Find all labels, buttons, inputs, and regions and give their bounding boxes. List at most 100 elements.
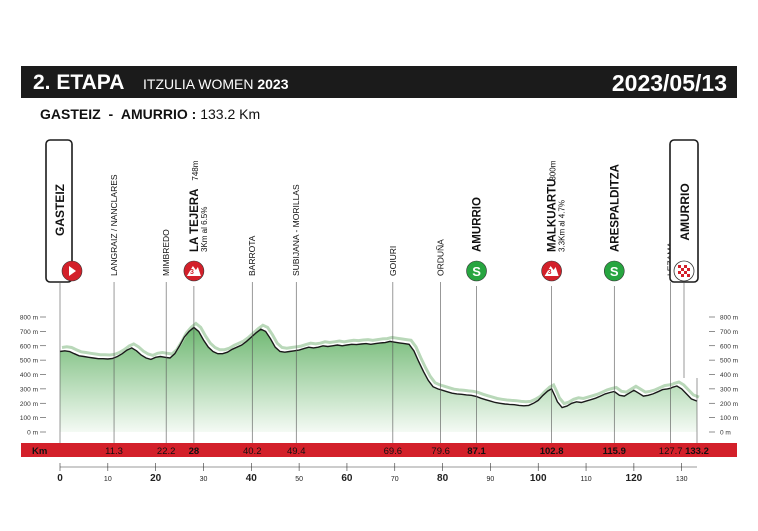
flag-square: [684, 265, 687, 268]
sprint-icon-letter: S: [472, 264, 481, 279]
x-tick-label: 100: [530, 473, 547, 484]
x-tick-label: 50: [295, 476, 303, 483]
x-tick-label: 120: [626, 473, 643, 484]
marker-name: BARROTA: [247, 235, 257, 276]
marker-label: LA TEJERA 748m 3Km al 6.5%: [189, 160, 209, 252]
marker-label: LANGRAIZ / NANCLARES: [109, 174, 119, 276]
y-tick-label-left: 500 m: [20, 358, 38, 365]
finish-label-group: AMURRIO: [678, 183, 692, 240]
route-summary: GASTEIZ - AMURRIO : 133.2 Km: [40, 106, 260, 122]
km-bar-value: 115.9: [603, 446, 626, 457]
marker-elevation: 748m: [191, 160, 200, 180]
y-tick-label-left: 0 m: [27, 430, 38, 437]
start-name: GASTEIZ: [53, 184, 67, 236]
marker-climb-detail: 3Km al 6.5%: [200, 207, 209, 252]
stage-date: 2023/05/13: [611, 70, 727, 96]
stage-number: 2. ETAPA: [33, 71, 125, 94]
x-tick-label: 130: [676, 476, 688, 483]
y-tick-label-right: 0 m: [720, 430, 731, 437]
y-tick-label-left: 400 m: [20, 372, 38, 379]
marker-name: MIMBREDO: [161, 229, 171, 276]
route-start: GASTEIZ: [40, 106, 101, 122]
profile-line: [59, 326, 698, 409]
x-tick-label: 40: [246, 473, 258, 484]
marker-elevation: 300m: [549, 160, 558, 180]
km-bar-value: 102.8: [540, 446, 564, 457]
flag-square: [684, 271, 687, 274]
sprint-icon-letter: S: [610, 264, 619, 279]
marker-name: MALKUARTU: [547, 179, 559, 252]
sprint-icon: [466, 260, 487, 282]
x-tick-label: 90: [487, 476, 495, 483]
y-tick-label-left: 300 m: [20, 386, 38, 393]
marker-label: GOIURI: [388, 246, 398, 276]
stage-header: 2. ETAPA ITZULIA WOMEN 2023 2023/05/13: [21, 66, 737, 98]
marker-label: ARESPALDITZA: [609, 164, 621, 252]
y-tick-label-right: 500 m: [720, 358, 738, 365]
flag-square: [678, 265, 681, 268]
marker-climb-detail: 3.3Km al 4.7%: [558, 200, 567, 252]
start-label-group: GASTEIZ: [53, 184, 67, 236]
marker-label: SUBIJANA - MORILLAS: [291, 184, 301, 276]
km-bar-value: 79.6: [431, 446, 450, 457]
x-tick-label: 30: [200, 476, 208, 483]
km-bar-value: 133.2: [685, 446, 709, 457]
climb-category: 3: [190, 269, 194, 276]
mountain-shape: [544, 266, 559, 276]
flag-square: [678, 271, 681, 274]
start-box: [45, 139, 73, 283]
marker-name: ARESPALDITZA: [609, 164, 621, 252]
y-tick-label-left: 200 m: [20, 401, 38, 408]
marker-label: ORDUÑA: [436, 239, 446, 276]
climb-category: 3: [548, 269, 552, 276]
y-tick-label-right: 400 m: [720, 372, 738, 379]
marker-name: LANGRAIZ / NANCLARES: [109, 174, 119, 276]
route-finish: AMURRIO :: [120, 106, 197, 122]
x-tick-label: 10: [104, 476, 112, 483]
km-bar-value: 22.2: [157, 446, 176, 457]
x-tick-label: 60: [341, 473, 353, 484]
km-bar-value: 28: [189, 446, 200, 457]
x-tick-label: 20: [150, 473, 162, 484]
y-tick-label-right: 600 m: [720, 343, 738, 350]
y-tick-label-right: 300 m: [720, 386, 738, 393]
km-bar-value: 87.1: [467, 446, 486, 457]
race-name: ITZULIA WOMEN 2023: [143, 76, 289, 92]
y-tick-label-right: 100 m: [720, 415, 738, 422]
flag-square: [687, 274, 690, 277]
route-distance: 133.2 Km: [200, 106, 261, 122]
profile-shadow: [61, 321, 700, 406]
x-tick-label: 110: [580, 476, 591, 483]
y-tick-label-right: 800 m: [720, 315, 738, 322]
marker-label: BARROTA: [247, 235, 257, 276]
km-bar-value: 11.3: [105, 446, 123, 457]
flag-square: [687, 268, 690, 271]
marker-name: ORDUÑA: [436, 239, 446, 276]
sprint-icon: [603, 260, 625, 282]
route-separator: -: [108, 106, 114, 122]
x-tick-label: 0: [57, 473, 63, 484]
km-bar: [21, 443, 737, 457]
km-bar-value: 69.6: [384, 446, 403, 457]
marker-name: AMURRIO: [472, 197, 484, 252]
flag-square: [681, 268, 684, 271]
mountain-shape: [186, 266, 201, 276]
km-bar-value: 127.7: [659, 446, 683, 457]
y-tick-label-left: 700 m: [20, 329, 38, 336]
y-tick-label-right: 700 m: [720, 329, 738, 336]
x-tick-label: 70: [391, 476, 399, 483]
km-bar-label: Km: [32, 446, 47, 457]
marker-label: AMURRIO: [472, 197, 484, 252]
profile-area: [60, 327, 697, 432]
y-tick-label-right: 200 m: [720, 401, 738, 408]
race-title: ITZULIA WOMEN: [143, 76, 254, 92]
marker-name: SUBIJANA - MORILLAS: [291, 184, 301, 276]
y-tick-label-left: 800 m: [20, 315, 38, 322]
finish-name: AMURRIO: [678, 183, 692, 240]
race-year: 2023: [257, 76, 289, 92]
flag-square: [681, 274, 684, 277]
marker-name: LA TEJERA: [189, 189, 201, 252]
km-bar-value: 40.2: [243, 446, 262, 457]
